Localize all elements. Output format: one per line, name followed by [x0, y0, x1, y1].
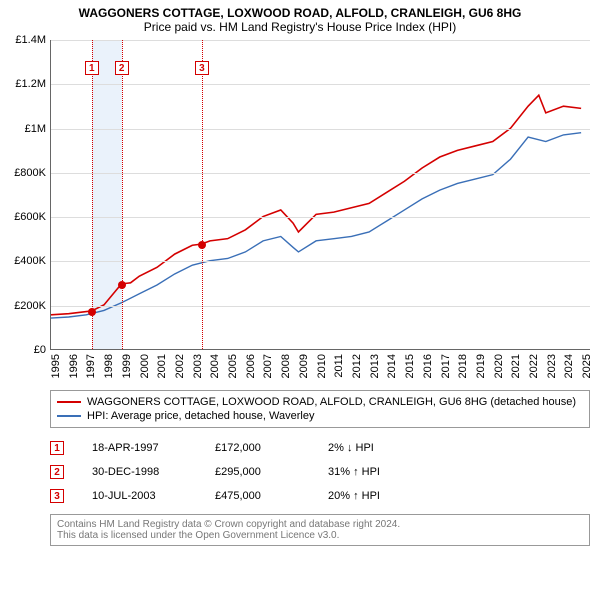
x-tick: 1997 [85, 354, 97, 378]
event-row: 1 18-APR-1997 £172,000 2% ↓ HPI [50, 436, 600, 460]
event-marker-box: 2 [115, 61, 129, 75]
legend-swatch-property [57, 401, 81, 403]
series-hpi [51, 133, 581, 318]
gridline [51, 261, 590, 262]
gridline [51, 84, 590, 85]
legend-item-hpi: HPI: Average price, detached house, Wave… [57, 409, 583, 423]
x-tick: 2025 [581, 354, 593, 378]
chart-title-line1: WAGGONERS COTTAGE, LOXWOOD ROAD, ALFOLD,… [0, 0, 600, 20]
x-tick: 2022 [528, 354, 540, 378]
plot: 1 2 3 [50, 40, 590, 350]
x-tick: 2016 [422, 354, 434, 378]
x-tick: 2020 [493, 354, 505, 378]
x-tick: 2008 [280, 354, 292, 378]
x-tick: 2009 [298, 354, 310, 378]
x-tick: 2000 [139, 354, 151, 378]
y-tick: £1.4M [15, 34, 46, 46]
x-tick: 2024 [563, 354, 575, 378]
x-tick: 2014 [386, 354, 398, 378]
event-pct: 20% ↑ HPI [328, 490, 438, 502]
chart-title-line2: Price paid vs. HM Land Registry's House … [0, 20, 600, 40]
x-tick: 2007 [262, 354, 274, 378]
legend-item-property: WAGGONERS COTTAGE, LOXWOOD ROAD, ALFOLD,… [57, 395, 583, 409]
event-row-marker: 3 [50, 489, 64, 503]
event-dot [88, 308, 96, 316]
event-pct: 31% ↑ HPI [328, 466, 438, 478]
y-tick: £1.2M [15, 78, 46, 90]
x-tick: 2004 [209, 354, 221, 378]
x-tick: 1998 [103, 354, 115, 378]
x-tick: 2006 [245, 354, 257, 378]
y-tick: £600K [14, 211, 46, 223]
chart-area: £0£200K£400K£600K£800K£1M£1.2M£1.4M 123 [50, 40, 590, 350]
event-row-marker: 1 [50, 441, 64, 455]
event-line [202, 40, 203, 349]
gridline [51, 129, 590, 130]
event-marker-box: 3 [195, 61, 209, 75]
event-date: 18-APR-1997 [92, 442, 187, 454]
event-row-marker: 2 [50, 465, 64, 479]
event-dot [118, 281, 126, 289]
legend-label-property: WAGGONERS COTTAGE, LOXWOOD ROAD, ALFOLD,… [87, 396, 576, 408]
event-pct: 2% ↓ HPI [328, 442, 438, 454]
event-date: 30-DEC-1998 [92, 466, 187, 478]
x-tick: 2002 [174, 354, 186, 378]
event-line [92, 40, 93, 349]
event-row: 2 30-DEC-1998 £295,000 31% ↑ HPI [50, 460, 600, 484]
y-tick: £200K [14, 300, 46, 312]
event-line [122, 40, 123, 349]
x-tick: 2017 [440, 354, 452, 378]
x-tick: 2012 [351, 354, 363, 378]
gridline [51, 217, 590, 218]
event-row: 3 10-JUL-2003 £475,000 20% ↑ HPI [50, 484, 600, 508]
event-dot [198, 241, 206, 249]
x-tick: 2019 [475, 354, 487, 378]
gridline [51, 173, 590, 174]
event-marker-box: 1 [85, 61, 99, 75]
x-tick: 2013 [369, 354, 381, 378]
footer: Contains HM Land Registry data © Crown c… [50, 514, 590, 546]
y-tick: £1M [25, 123, 46, 135]
x-tick: 2001 [156, 354, 168, 378]
x-tick: 1995 [50, 354, 62, 378]
event-price: £172,000 [215, 442, 300, 454]
chart-svg [51, 40, 590, 349]
x-tick: 2021 [510, 354, 522, 378]
x-tick: 2018 [457, 354, 469, 378]
y-axis: £0£200K£400K£600K£800K£1M£1.2M£1.4M [0, 40, 48, 350]
x-tick: 2023 [546, 354, 558, 378]
footer-line1: Contains HM Land Registry data © Crown c… [57, 519, 583, 530]
legend-swatch-hpi [57, 415, 81, 417]
legend-label-hpi: HPI: Average price, detached house, Wave… [87, 410, 314, 422]
footer-line2: This data is licensed under the Open Gov… [57, 530, 583, 541]
event-date: 10-JUL-2003 [92, 490, 187, 502]
event-price: £295,000 [215, 466, 300, 478]
x-tick: 1999 [121, 354, 133, 378]
events-table: 1 18-APR-1997 £172,000 2% ↓ HPI 2 30-DEC-1998… [50, 436, 600, 508]
x-tick: 2011 [333, 354, 345, 378]
x-tick: 2010 [316, 354, 328, 378]
x-axis: 1995 1996 1997 1998 1999 2000 2001 2002 2003 2004… [50, 350, 590, 390]
gridline [51, 306, 590, 307]
x-tick: 2015 [404, 354, 416, 378]
y-tick: £0 [34, 344, 46, 356]
y-tick: £400K [14, 255, 46, 267]
legend: WAGGONERS COTTAGE, LOXWOOD ROAD, ALFOLD,… [50, 390, 590, 428]
y-tick: £800K [14, 167, 46, 179]
gridline [51, 40, 590, 41]
x-tick: 2005 [227, 354, 239, 378]
x-tick: 2003 [192, 354, 204, 378]
x-tick: 1996 [68, 354, 80, 378]
event-price: £475,000 [215, 490, 300, 502]
